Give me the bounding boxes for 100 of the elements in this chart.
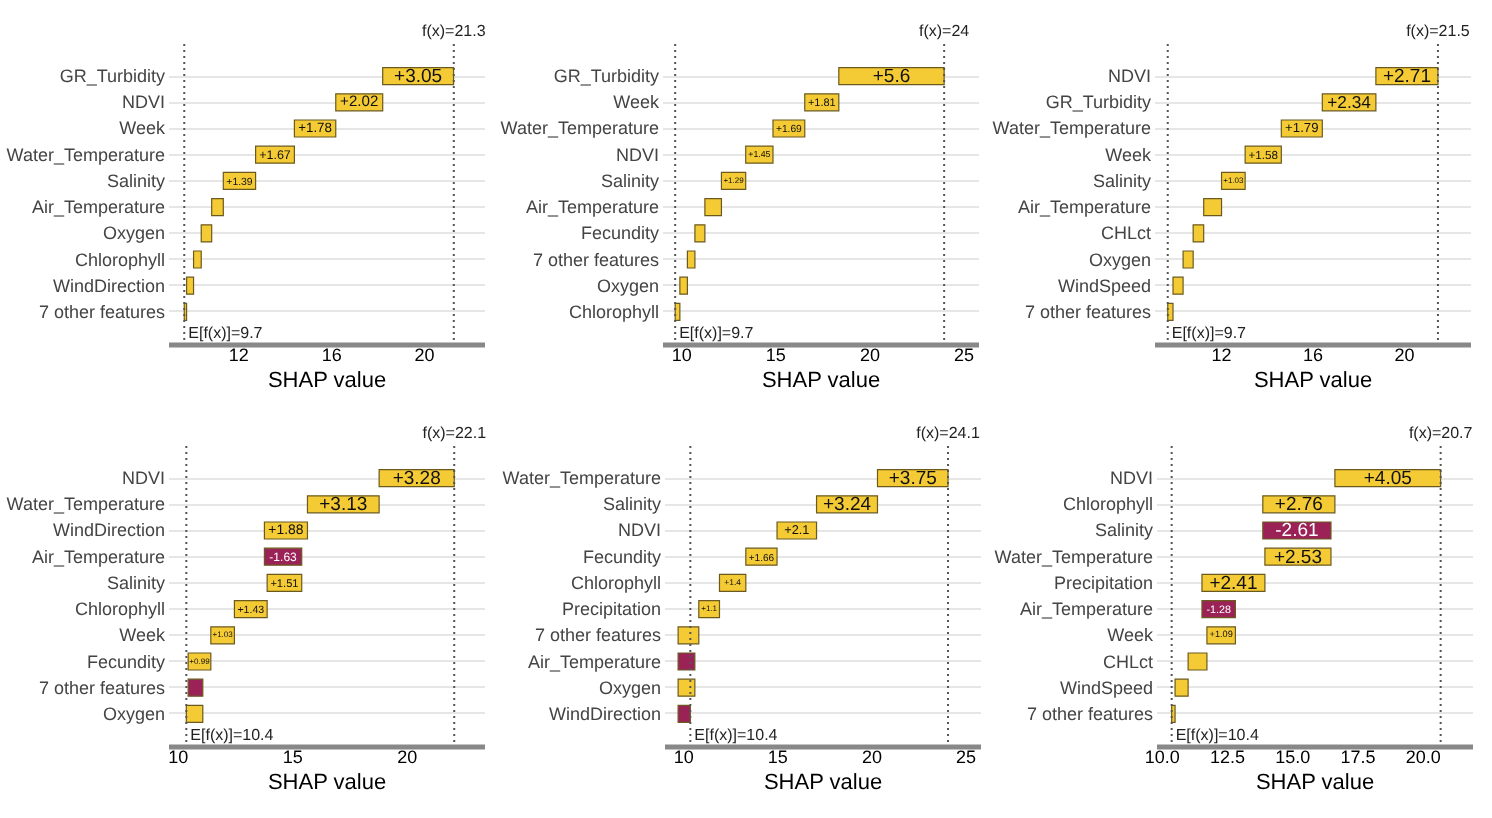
bar — [1167, 302, 1174, 322]
ref-line-label: E[f(x)]=9.7 — [1171, 324, 1248, 342]
bar — [1174, 678, 1189, 697]
y-tick-label: Week — [119, 625, 166, 646]
y-tick-label: Precipitation — [561, 599, 661, 620]
y-tick-label: Fecundity — [86, 651, 166, 672]
y-tick-label: Salinity — [1092, 170, 1152, 191]
y-tick-label: Air_Temperature — [1017, 197, 1151, 218]
x-tick-label: 10 — [671, 345, 692, 365]
y-tick-label: Oxygen — [1088, 249, 1151, 270]
y-tick-label: Water_Temperature — [6, 494, 165, 515]
y-tick-label: NDVI — [121, 92, 165, 113]
x-tick-label: 20.0 — [1405, 747, 1441, 767]
ref-line-label: f(x)=24.1 — [916, 424, 981, 442]
y-tick-label: 7 other features — [534, 625, 662, 646]
x-tick-label: 15 — [767, 747, 788, 767]
bar — [679, 276, 688, 295]
y-tick-label: Salinity — [106, 170, 166, 191]
y-tick-label: GR_Turbidity — [553, 66, 660, 87]
y-tick-label: Fecundity — [582, 546, 662, 567]
bar — [1192, 224, 1205, 243]
y-tick-label: WindDirection — [52, 275, 165, 296]
y-tick-label: NDVI — [1109, 468, 1153, 489]
data-label: +3.28 — [392, 468, 441, 491]
y-tick-label: Oxygen — [598, 677, 661, 698]
y-tick-label: GR_Turbidity — [1045, 92, 1152, 113]
y-tick-label: Air_Temperature — [31, 197, 165, 218]
y-tick-label: Water_Temperature — [502, 468, 661, 489]
bar — [1172, 276, 1184, 295]
x-axis-title: SHAP value — [267, 771, 387, 795]
ref-line-label: f(x)=21.3 — [422, 22, 487, 40]
y-tick-label: Salinity — [602, 494, 662, 515]
ref-line-label: f(x)=24 — [919, 22, 971, 40]
y-tick-label: Week — [1107, 625, 1154, 646]
bar — [776, 521, 818, 540]
y-tick-label: Salinity — [106, 572, 166, 593]
bar — [1187, 652, 1208, 671]
bar — [674, 302, 681, 322]
data-label: +3.75 — [888, 468, 937, 491]
bar — [192, 250, 202, 269]
y-tick-label: Chlorophyll — [74, 249, 165, 270]
ref-line-label: E[f(x)]=9.7 — [188, 324, 264, 342]
bar — [187, 678, 204, 697]
y-tick-label: Air_Temperature — [1019, 599, 1153, 620]
x-tick-label: 10 — [168, 747, 189, 767]
y-tick-label: WindSpeed — [1057, 275, 1151, 296]
x-tick-label: 10 — [673, 747, 694, 767]
data-label: +2.34 — [1327, 92, 1372, 113]
y-tick-label: Chlorophyll — [568, 301, 659, 322]
bar — [677, 704, 691, 724]
y-tick-label: Precipitation — [1053, 572, 1153, 593]
y-tick-label: Chlorophyll — [1062, 494, 1153, 515]
bar — [211, 197, 224, 217]
x-tick-label: 20 — [1394, 345, 1415, 365]
data-label: +5.6 — [872, 66, 911, 89]
y-tick-label: Salinity — [600, 170, 660, 191]
x-tick-label: 12 — [228, 345, 249, 365]
bar — [698, 599, 721, 619]
y-tick-label: CHLct — [1100, 223, 1152, 244]
bar — [686, 250, 696, 269]
data-label: -2.61 — [1275, 520, 1319, 543]
y-tick-label: NDVI — [121, 468, 165, 489]
y-tick-label: WindSpeed — [1059, 677, 1153, 698]
y-tick-label: Air_Temperature — [525, 197, 659, 218]
x-axis-title: SHAP value — [1253, 369, 1373, 393]
y-tick-label: CHLct — [1102, 651, 1154, 672]
bar — [200, 224, 213, 243]
bar — [1182, 250, 1194, 269]
x-axis-title: SHAP value — [761, 369, 881, 393]
x-tick-label: 16 — [1302, 345, 1324, 365]
y-tick-label: GR_Turbidity — [59, 66, 166, 87]
x-tick-label: 12 — [1211, 345, 1232, 365]
y-tick-label: 7 other features — [1026, 703, 1154, 724]
x-tick-label: 25 — [955, 747, 976, 767]
y-tick-label: NDVI — [1107, 66, 1151, 87]
x-axis-title: SHAP value — [1255, 771, 1375, 795]
x-tick-label: 10.0 — [1144, 747, 1180, 767]
y-tick-label: Week — [1105, 144, 1152, 165]
x-tick-label: 20 — [859, 345, 880, 365]
y-tick-label: NDVI — [615, 144, 659, 165]
x-tick-label: 25 — [953, 345, 974, 365]
y-tick-label: Oxygen — [596, 275, 659, 296]
ref-line-label: E[f(x)]=10.4 — [190, 726, 275, 744]
y-tick-label: Fecundity — [580, 223, 660, 244]
x-tick-label: 17.5 — [1340, 747, 1376, 767]
bar — [694, 224, 706, 243]
y-tick-label: Salinity — [1094, 520, 1154, 541]
bar — [185, 276, 195, 295]
x-axis-title: SHAP value — [267, 369, 387, 393]
y-tick-label: Oxygen — [102, 703, 165, 724]
y-tick-label: 7 other features — [1024, 301, 1152, 322]
x-tick-label: 16 — [321, 345, 342, 365]
ref-line-label: f(x)=22.1 — [422, 424, 488, 442]
y-tick-label: Water_Temperature — [6, 144, 165, 165]
data-label: +3.05 — [394, 66, 443, 89]
bar — [677, 626, 700, 645]
data-label: +4.05 — [1363, 468, 1412, 491]
y-tick-label: Week — [119, 118, 166, 139]
y-tick-label: Chlorophyll — [74, 599, 165, 620]
data-label: +2.76 — [1274, 494, 1323, 517]
